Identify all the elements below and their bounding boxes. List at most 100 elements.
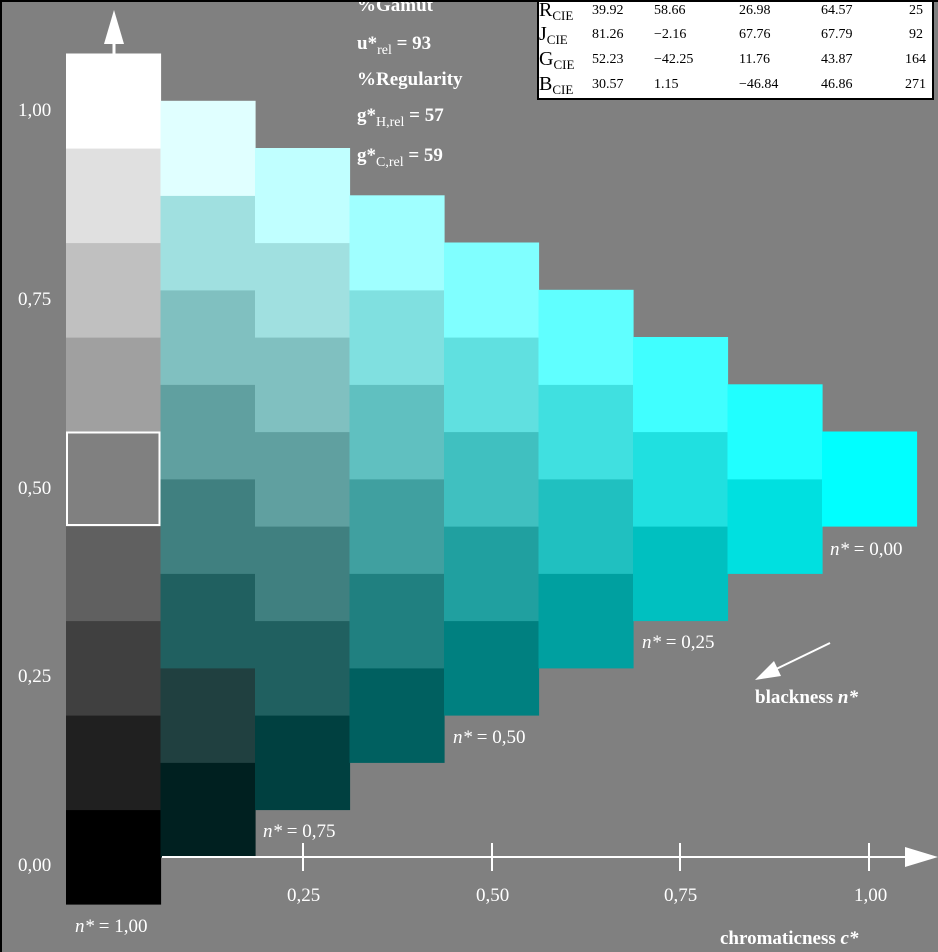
x-axis-name: chromaticness [720,928,836,949]
color-cell [160,478,256,574]
table-cell: 43.87 [821,52,853,67]
blackness-label: blackness n* [755,688,858,707]
color-cell [349,195,445,291]
color-cell [538,478,634,574]
x-tick-label: 0,25 [287,885,321,906]
table-row-name: BCIE [539,73,574,97]
blackness-symbol: n* [837,687,858,708]
table-cell: 46.86 [821,77,853,92]
n-value: = 1,00 [98,916,148,937]
y-tick-label: 0,75 [18,289,52,310]
color-cell [160,667,256,763]
y-tick-label: 1,00 [18,100,52,121]
color-cell [633,431,729,527]
color-cell [255,242,351,338]
table-cell: 39.92 [592,3,624,18]
color-cell [727,478,823,574]
gc-rel-value: = 59 [403,145,443,166]
color-cell [160,573,256,669]
n-symbol: n* [263,821,282,842]
table-cell: 58.66 [654,3,686,18]
color-cell [255,715,351,811]
n-symbol: n* [453,727,472,748]
x-tick-label: 0,50 [476,885,510,906]
gc-rel-sub: C,rel [376,155,404,170]
table-cell: 52.23 [592,52,624,67]
color-cell [255,526,351,622]
n-value: = 0,00 [853,539,903,560]
color-cell [66,620,162,716]
x-axis-symbol: c* [840,928,859,949]
color-cell [822,431,918,527]
table-row: RCIE 39.92 58.66 26.98 64.57 25 [539,0,932,24]
table-cell: 92 [909,27,923,42]
x-axis-label: chromaticness c* [720,929,858,948]
x-tick-label: 0,75 [664,885,698,906]
gh-rel-base: g* [357,105,376,126]
table-row: JCIE 81.26 −2.16 67.76 67.79 92 [539,24,932,48]
table-cell: 64.57 [821,3,853,18]
color-cell [255,431,351,527]
frame-left-edge [0,0,2,952]
color-cell [255,620,351,716]
x-axis-arrowhead [905,847,938,867]
gamut-label: %Gamut [357,0,433,16]
table-row: BCIE 30.57 1.15 −46.84 46.86 271 [539,74,932,98]
table-cell: 26.98 [739,3,771,18]
n-value: = 0,50 [476,727,526,748]
n-value: = 0,25 [665,632,715,653]
table-cell: 271 [905,77,926,92]
y-tick-label: 0,00 [18,855,52,876]
y-tick-label: 0,25 [18,666,52,687]
table-cell: 81.26 [592,27,624,42]
gc-rel-base: g* [357,145,376,166]
color-cell [727,384,823,480]
u-rel-value: = 93 [391,33,432,54]
blackness-arrowhead [755,661,781,680]
color-cell [349,573,445,669]
n-symbol: n* [75,916,94,937]
table-row-name: GCIE [539,48,575,72]
color-cell [349,384,445,480]
u-rel-sub: rel [377,43,392,58]
color-cell [538,573,634,669]
table-cell: −42.25 [654,52,694,67]
n-label: n* = 0,25 [642,633,714,652]
color-cell [160,762,256,858]
color-cell [66,337,162,433]
color-cell [538,384,634,480]
color-cell [444,431,540,527]
y-axis-arrowhead [104,10,124,44]
color-cell [349,478,445,574]
n-label: n* = 0,75 [263,822,335,841]
color-cell [66,148,162,244]
n-symbol: n* [642,632,661,653]
color-cell [160,289,256,385]
gh-rel-metric: g*H,rel = 57 [357,106,444,130]
color-cell [66,715,162,811]
color-cell [66,809,162,905]
color-cell [349,289,445,385]
frame-top-edge [0,0,938,2]
regularity-label: %Regularity [357,69,463,90]
table-cell: −46.84 [739,77,779,92]
table-cell: 1.15 [654,77,679,92]
table-row-name: RCIE [539,0,574,23]
color-cell [633,337,729,433]
color-cell [538,289,634,385]
x-tick-label: 1,00 [854,885,888,906]
table-row-name: JCIE [539,23,568,47]
gc-rel-metric: g*C,rel = 59 [357,146,443,170]
color-cell [444,337,540,433]
table-cell: 164 [905,52,926,67]
color-cell [444,620,540,716]
table-cell: 11.76 [739,52,770,67]
color-cell [444,526,540,622]
table-cell: 30.57 [592,77,624,92]
table-cell: 67.79 [821,27,853,42]
u-rel-base: u* [357,33,378,54]
color-cell [444,242,540,338]
color-cell [633,526,729,622]
color-cell [160,100,256,196]
